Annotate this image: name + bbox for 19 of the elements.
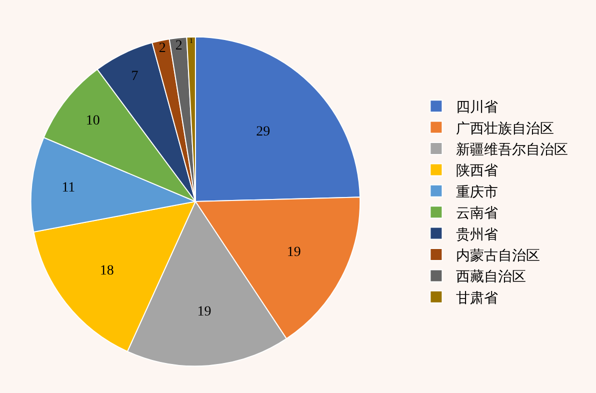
data-label: 10 (86, 114, 100, 129)
legend-label: 西藏自治区 (456, 269, 526, 286)
data-label: 2 (175, 38, 182, 54)
data-label: 7 (131, 69, 138, 84)
legend-label: 新疆维吾尔自治区 (456, 142, 568, 158)
data-label: 11 (62, 180, 76, 196)
data-label: 18 (100, 264, 114, 279)
legend-label: 贵州省 (456, 226, 498, 243)
legend-label: 四川省 (456, 100, 498, 116)
legend-label: 广西壮族自治区 (456, 120, 554, 137)
legend-label: 甘肃省 (456, 290, 498, 306)
data-label: 2 (158, 41, 166, 56)
legend-label: 云南省 (456, 206, 498, 222)
legend-label: 陕西省 (456, 163, 498, 180)
data-label: 29 (256, 124, 270, 140)
data-label: 19 (286, 245, 301, 260)
data-label: 19 (197, 304, 212, 320)
legend-label: 重庆市 (456, 184, 498, 200)
legend-label: 内蒙古自治区 (456, 248, 540, 264)
